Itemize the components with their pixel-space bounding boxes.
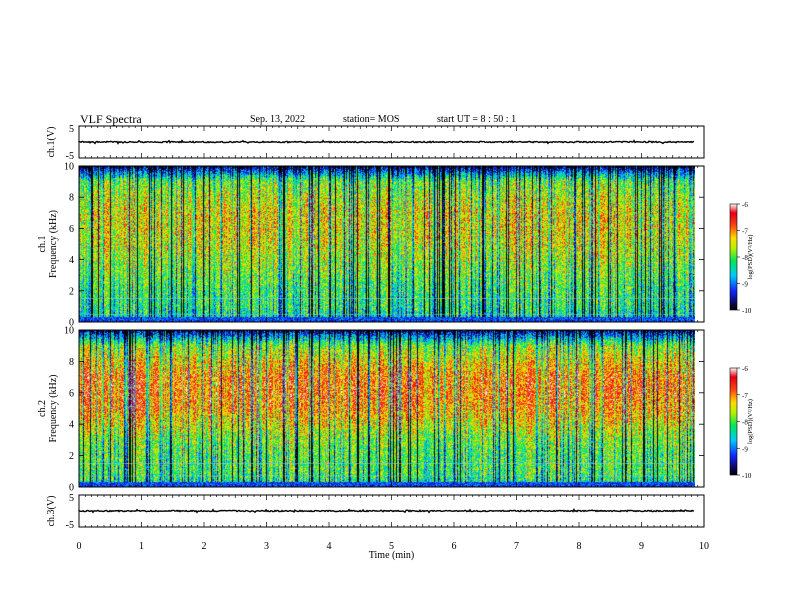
ch1-waveform-ytick-label-top: 5	[69, 124, 74, 135]
ch1-ytick-label-2: 2	[69, 286, 74, 297]
x-tick-label-9: 9	[639, 541, 644, 552]
x-tick-label-1: 1	[139, 541, 144, 552]
ch1-spectrogram-image	[79, 166, 695, 322]
colorbar-1	[730, 204, 737, 310]
ch2-ytick-label-2: 2	[69, 451, 74, 462]
colorbar-label-1: log(PSD)(V²/Hz)	[747, 235, 754, 280]
x-axis-label: Time (min)	[369, 550, 414, 561]
x-tick-label-10: 10	[699, 541, 709, 552]
x-tick-label-4: 4	[327, 541, 332, 552]
colorbar-tick-label-1--7: -7	[742, 228, 748, 236]
x-tick-label-5: 5	[389, 541, 394, 552]
ch3-waveform-series-line	[78, 507, 695, 514]
colorbar-2	[730, 368, 737, 475]
figure-title: VLF Spectra	[80, 112, 142, 126]
x-tick-label-0: 0	[77, 541, 82, 552]
ch2-ytick-label-8: 8	[69, 357, 74, 368]
x-tick-label-6: 6	[452, 541, 457, 552]
ch2-ytick-label-6: 6	[69, 388, 74, 399]
colorbar-tick-label-2--8: -8	[742, 419, 748, 427]
ch1-ytick-label-6: 6	[69, 224, 74, 235]
station-label: station= MOS	[343, 114, 400, 125]
x-tick-label-3: 3	[264, 541, 269, 552]
x-tick-label-7: 7	[514, 541, 519, 552]
date-label: Sep. 13, 2022	[250, 114, 305, 125]
ch1-ytick-label-0: 0	[69, 318, 74, 329]
ch1-ytick-label-8: 8	[69, 193, 74, 204]
ch1-ytick-label-4: 4	[69, 255, 74, 266]
colorbar-tick-label-1--6: -6	[742, 201, 748, 209]
colorbar-label-2: log(PSD)(V²/Hz)	[747, 399, 754, 444]
ch3-waveform-ytick-label-top: 5	[69, 493, 74, 504]
x-tick-label-8: 8	[577, 541, 582, 552]
ch1-ytick-label-10: 10	[64, 162, 74, 173]
colorbar-tick-label-2--7: -7	[742, 392, 748, 400]
ch2-ytick-label-4: 4	[69, 420, 74, 431]
colorbar-tick-label-2--10: -10	[742, 472, 752, 480]
ch1-waveform-ylabel: ch.1(V)	[46, 127, 57, 158]
colorbar-tick-label-1--10: -10	[742, 307, 752, 315]
ch2-spectrogram-ylabel-channel: ch.2	[37, 400, 48, 417]
start-time-label: start UT = 8 : 50 : 1	[437, 114, 517, 125]
colorbar-tick-label-1--9: -9	[742, 281, 748, 289]
colorbar-tick-label-1--8: -8	[742, 254, 748, 262]
ch2-spectrogram-image	[79, 330, 695, 487]
ch1-spectrogram-ylabel-channel: ch.1	[37, 236, 48, 253]
ch2-spectrogram-ylabel-freq: Frequency (kHz)	[48, 374, 59, 442]
colorbar-tick-label-2--9: -9	[742, 445, 748, 453]
ch1-spectrogram-ylabel-freq: Frequency (kHz)	[48, 210, 59, 278]
ch1-waveform-series-line	[78, 139, 695, 145]
x-tick-label-2: 2	[202, 541, 207, 552]
ch2-ytick-label-0: 0	[69, 483, 74, 494]
colorbar-tick-label-2--6: -6	[742, 365, 748, 373]
ch2-ytick-label-10: 10	[64, 326, 74, 337]
ch1-waveform-ytick-label-bottom: -5	[66, 151, 74, 162]
ch3-waveform-ytick-label-bottom: -5	[66, 520, 74, 531]
ch3-waveform-ylabel: ch.3(V)	[46, 496, 57, 527]
